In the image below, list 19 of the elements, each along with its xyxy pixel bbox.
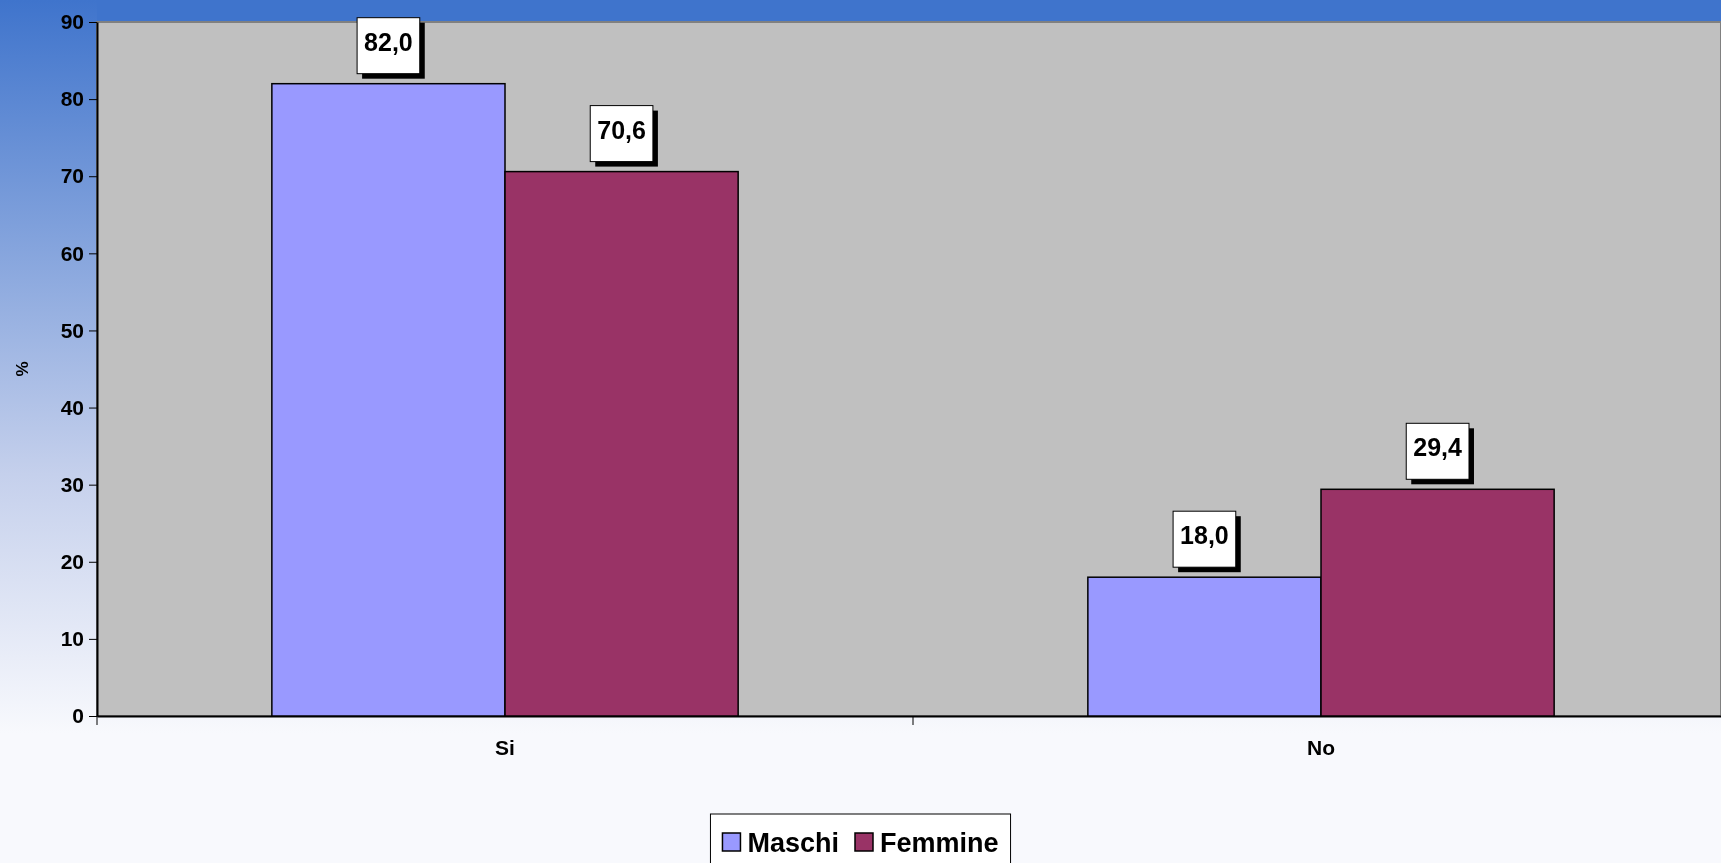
legend-label: Maschi	[747, 827, 839, 858]
y-tick-label: 20	[60, 550, 84, 573]
y-tick-label: 50	[60, 318, 84, 342]
x-tick-label: Si	[495, 736, 515, 759]
legend-label: Femmine	[880, 827, 999, 858]
y-tick-label: 60	[60, 241, 84, 265]
data-label: 18,0	[1180, 521, 1229, 550]
y-tick-label: 30	[60, 472, 84, 496]
y-tick-label: 90	[60, 10, 84, 34]
y-tick-label: 80	[60, 87, 84, 111]
data-label: 82,0	[364, 27, 413, 56]
x-tick-label: No	[1307, 736, 1335, 759]
y-axis-title: %	[12, 361, 32, 377]
y-tick-label: 10	[60, 627, 84, 651]
data-label: 70,6	[597, 115, 646, 144]
y-tick-label: 40	[60, 395, 84, 419]
data-label: 29,4	[1413, 433, 1462, 462]
y-tick-label: 70	[60, 164, 84, 188]
y-tick-label: 0	[72, 704, 84, 728]
